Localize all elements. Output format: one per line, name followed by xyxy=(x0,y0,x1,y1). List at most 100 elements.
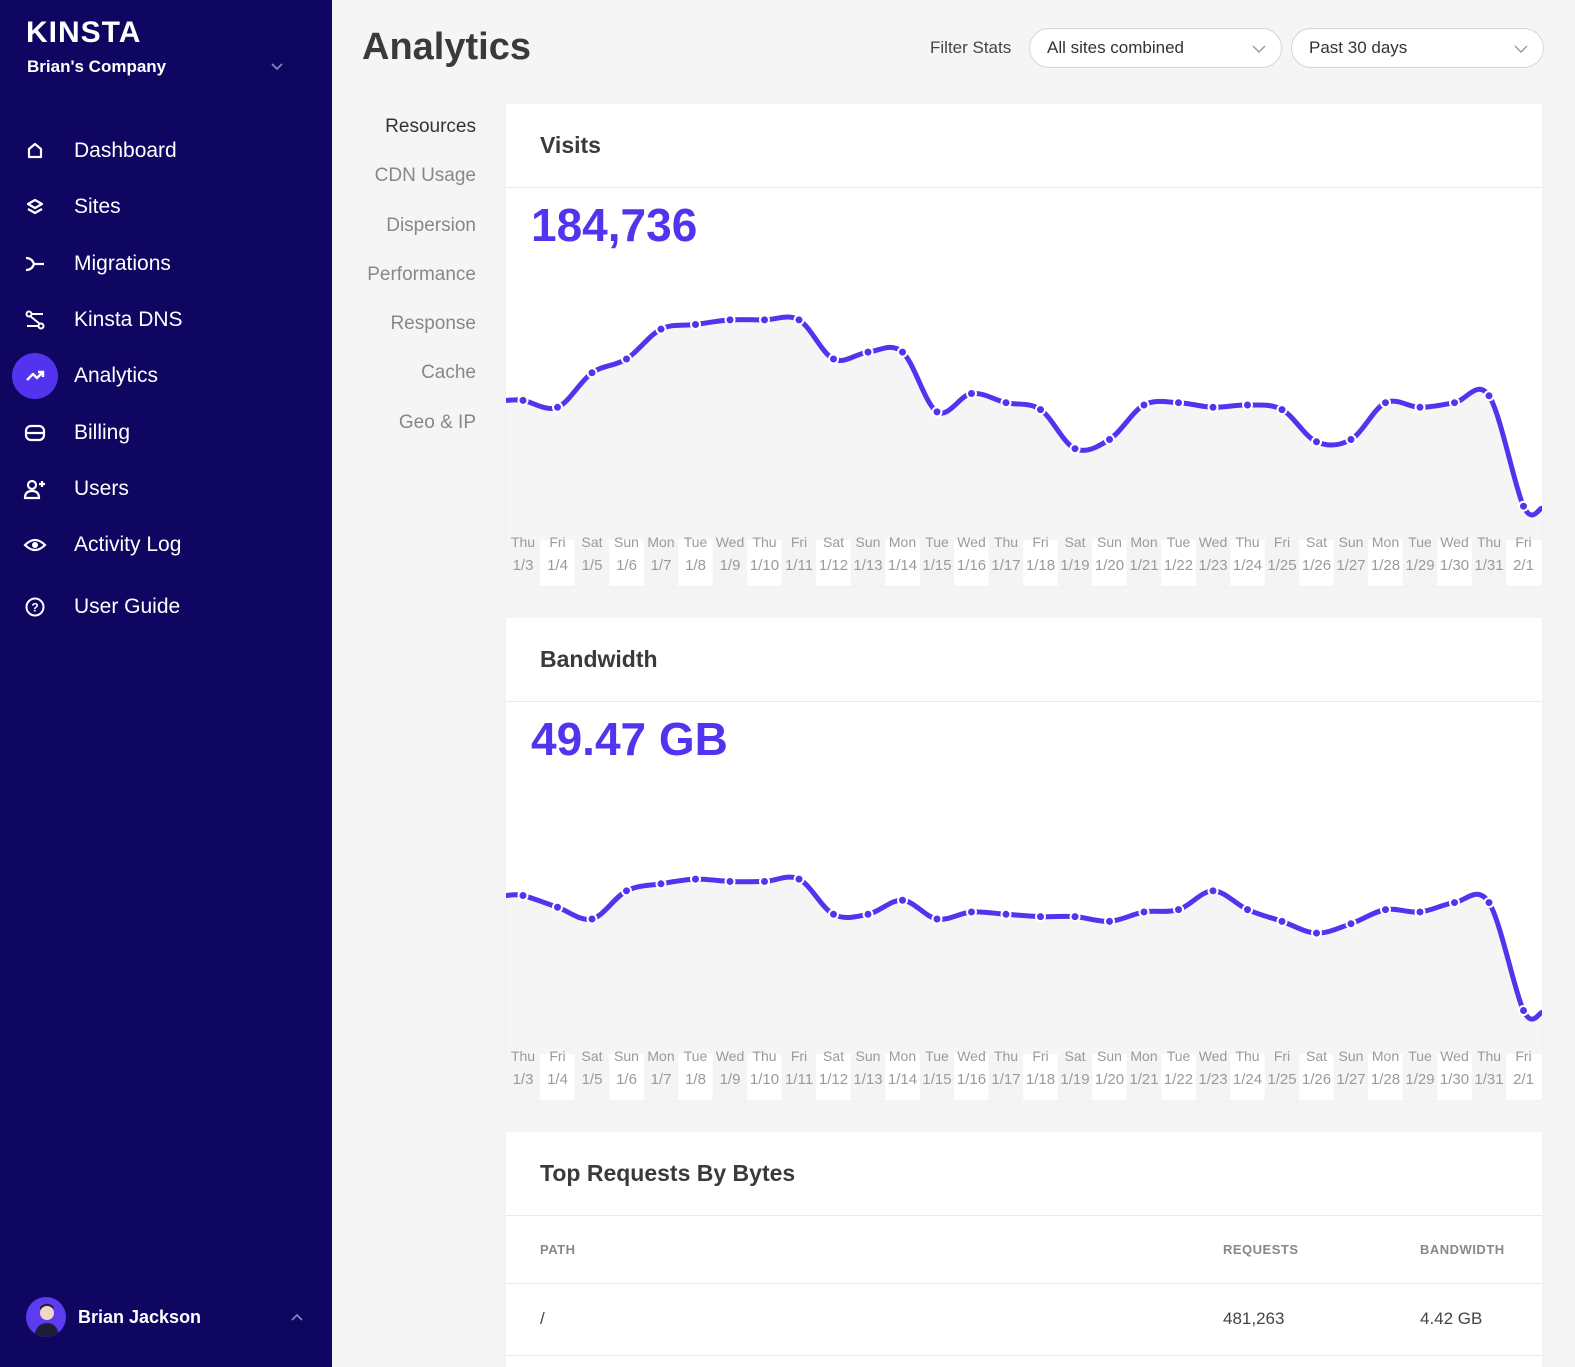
kinsta-logo[interactable]: KINSTA xyxy=(26,16,142,49)
x-tick-date: 1/11 xyxy=(785,557,813,574)
data-point[interactable] xyxy=(1138,906,1150,918)
data-point[interactable] xyxy=(552,901,563,913)
data-point[interactable] xyxy=(1483,390,1495,402)
sidebar-item-migrations[interactable]: Migrations xyxy=(12,241,312,287)
avatar[interactable] xyxy=(26,1297,66,1337)
subnav-geo-ip[interactable]: Geo & IP xyxy=(398,412,476,433)
data-point[interactable] xyxy=(1414,906,1426,918)
data-point[interactable] xyxy=(1242,904,1253,916)
data-point[interactable] xyxy=(1104,434,1115,445)
data-point[interactable] xyxy=(931,913,943,925)
data-point[interactable] xyxy=(655,323,667,335)
data-point[interactable] xyxy=(1207,885,1219,897)
sidebar-item-sites[interactable]: Sites xyxy=(12,184,312,230)
sites-select[interactable]: All sites combined xyxy=(1029,28,1282,68)
subnav-cache[interactable]: Cache xyxy=(421,362,476,383)
x-tick-date: 1/22 xyxy=(1164,1071,1193,1088)
data-point[interactable] xyxy=(1449,897,1460,909)
x-tick-date: 1/17 xyxy=(991,557,1020,574)
x-tick-day: Thu xyxy=(511,1048,535,1064)
subnav-dispersion[interactable]: Dispersion xyxy=(386,215,476,236)
subnav-performance[interactable]: Performance xyxy=(367,264,476,285)
sidebar-item-analytics[interactable]: Analytics xyxy=(12,353,312,399)
data-point[interactable] xyxy=(1276,915,1288,927)
data-point[interactable] xyxy=(690,873,701,885)
data-point[interactable] xyxy=(1414,401,1426,413)
data-point[interactable] xyxy=(586,367,598,379)
date-range-select[interactable]: Past 30 days xyxy=(1291,28,1544,68)
sidebar-item-user-guide[interactable]: ? User Guide xyxy=(12,584,312,630)
data-point[interactable] xyxy=(828,353,839,365)
sidebar-item-dashboard[interactable]: Dashboard xyxy=(12,128,312,174)
data-point[interactable] xyxy=(1518,1005,1529,1017)
table-row[interactable]: / 481,263 4.42 GB xyxy=(506,1284,1542,1356)
x-tick-day: Fri xyxy=(1274,534,1290,550)
bandwidth-chart[interactable]: Thu 1/3 Fri 1/4 Sat 1/5 Sun 1/6 Mon 1/7 Tue 1/8 Wed 1… xyxy=(506,702,1542,1102)
column-path[interactable]: PATH xyxy=(540,1242,576,1257)
data-point[interactable] xyxy=(1483,897,1495,909)
data-point[interactable] xyxy=(759,875,770,887)
x-tick-date: 1/3 xyxy=(513,557,534,574)
subnav-response[interactable]: Response xyxy=(390,313,476,334)
data-point[interactable] xyxy=(690,319,701,330)
sidebar-item-users[interactable]: Users xyxy=(12,466,312,512)
data-point[interactable] xyxy=(897,894,908,906)
data-point[interactable] xyxy=(897,346,908,358)
data-point[interactable] xyxy=(1173,904,1184,916)
data-point[interactable] xyxy=(621,885,632,897)
data-point[interactable] xyxy=(828,908,839,920)
data-point[interactable] xyxy=(1207,401,1219,413)
data-point[interactable] xyxy=(586,913,598,925)
data-point[interactable] xyxy=(1311,927,1322,939)
x-tick-date: 1/28 xyxy=(1371,1071,1400,1088)
data-point[interactable] xyxy=(1242,399,1253,411)
data-point[interactable] xyxy=(1380,397,1391,409)
data-point[interactable] xyxy=(1173,397,1184,409)
sidebar-item-kinsta-dns[interactable]: Kinsta DNS xyxy=(12,297,312,343)
data-point[interactable] xyxy=(552,401,563,413)
subnav-cdn-usage[interactable]: CDN Usage xyxy=(374,165,476,186)
data-point[interactable] xyxy=(862,346,874,358)
data-point[interactable] xyxy=(793,314,805,326)
data-point[interactable] xyxy=(724,314,736,326)
data-point[interactable] xyxy=(966,388,977,399)
data-point[interactable] xyxy=(759,314,770,326)
column-requests[interactable]: REQUESTS xyxy=(1223,1242,1299,1257)
data-point[interactable] xyxy=(517,890,529,902)
data-point[interactable] xyxy=(1035,911,1046,923)
chevron-down-icon[interactable] xyxy=(268,58,286,76)
x-tick-day: Mon xyxy=(1372,534,1399,550)
data-point[interactable] xyxy=(1069,911,1081,923)
data-point[interactable] xyxy=(862,908,874,920)
user-menu[interactable]: Brian Jackson xyxy=(26,1297,306,1337)
data-point[interactable] xyxy=(1069,443,1081,455)
data-point[interactable] xyxy=(1311,436,1322,448)
data-point[interactable] xyxy=(1138,399,1150,411)
data-point[interactable] xyxy=(1104,915,1115,927)
column-bandwidth[interactable]: BANDWIDTH xyxy=(1420,1242,1505,1257)
data-point[interactable] xyxy=(1000,908,1012,920)
data-point[interactable] xyxy=(931,406,943,418)
data-point[interactable] xyxy=(1000,397,1012,409)
data-point[interactable] xyxy=(655,878,667,890)
company-name[interactable]: Brian's Company xyxy=(27,57,167,76)
visits-chart[interactable]: Thu 1/3 Fri 1/4 Sat 1/5 Sun 1/6 Mon 1/7 Tue 1/8 Wed 1… xyxy=(506,188,1542,588)
data-point[interactable] xyxy=(1449,397,1460,409)
sidebar-item-label: Dashboard xyxy=(74,139,177,162)
x-tick-date: 1/23 xyxy=(1198,557,1227,574)
data-point[interactable] xyxy=(1345,918,1357,930)
data-point[interactable] xyxy=(1518,500,1529,512)
data-point[interactable] xyxy=(1345,434,1357,445)
data-point[interactable] xyxy=(1035,404,1046,416)
data-point[interactable] xyxy=(621,353,632,365)
data-point[interactable] xyxy=(1380,904,1391,916)
subnav-resources[interactable]: Resources xyxy=(385,116,476,137)
sidebar-item-activity-log[interactable]: Activity Log xyxy=(12,522,312,568)
data-point[interactable] xyxy=(1276,404,1288,416)
data-point[interactable] xyxy=(793,873,805,885)
chevron-up-icon[interactable] xyxy=(288,1308,306,1326)
sidebar-item-billing[interactable]: Billing xyxy=(12,410,312,456)
data-point[interactable] xyxy=(724,875,736,887)
data-point[interactable] xyxy=(966,906,977,918)
data-point[interactable] xyxy=(517,394,529,406)
